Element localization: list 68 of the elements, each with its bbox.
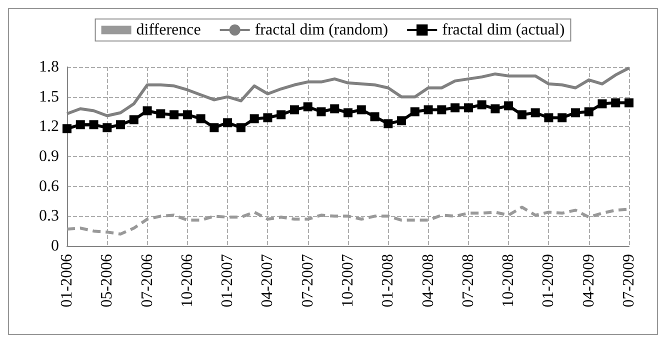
point [129, 115, 138, 124]
y-tick-label: 0.6 [39, 178, 59, 195]
y-tick-label: 1.2 [39, 118, 59, 136]
point [437, 105, 446, 114]
point [316, 107, 326, 116]
point [504, 101, 514, 110]
y-tick-label: 0.9 [39, 148, 59, 165]
point [76, 120, 85, 130]
x-tick-label: 01-2007 [219, 254, 236, 308]
point [356, 105, 366, 114]
x-tick-label: 01-2009 [540, 254, 558, 308]
x-tick-label: 01-2006 [58, 254, 76, 308]
x-tick-label: 10-2007 [340, 254, 356, 308]
x-tick-label: 10-2006 [178, 254, 196, 308]
point [624, 98, 634, 108]
point [142, 106, 152, 116]
point [236, 123, 246, 132]
point [250, 114, 259, 124]
point [477, 100, 486, 110]
legend-label: fractal dim (actual) [442, 22, 565, 38]
point [570, 108, 580, 118]
point [196, 114, 206, 124]
point [410, 107, 420, 116]
point [116, 120, 126, 130]
point [517, 110, 526, 120]
point [370, 112, 380, 122]
y-tick-label: 1.8 [39, 58, 59, 76]
x-tick-label: 07-2006 [138, 254, 156, 308]
point [89, 120, 98, 130]
point [464, 103, 473, 112]
point [156, 109, 166, 118]
point [170, 110, 179, 120]
point [330, 104, 340, 114]
point [584, 107, 594, 116]
point [62, 124, 72, 134]
point [598, 99, 607, 108]
point [424, 105, 433, 114]
point [210, 123, 219, 132]
point [490, 104, 500, 114]
point [344, 108, 352, 118]
point [276, 110, 286, 120]
legend-label: fractal dim (random) [254, 22, 388, 38]
point [544, 113, 554, 122]
point [182, 110, 192, 120]
point [384, 119, 393, 128]
x-tick-label: 04-2007 [259, 254, 276, 308]
x-tick-label: 07-2009 [620, 254, 638, 308]
point [303, 102, 312, 112]
point [611, 98, 620, 108]
point [558, 113, 567, 122]
y-tick-label: 1.5 [39, 88, 59, 106]
x-tick-label: 05-2006 [98, 254, 116, 308]
x-tick-label: 10-2008 [500, 254, 518, 308]
point [223, 118, 232, 128]
x-tick-label: 07-2008 [460, 254, 477, 308]
legend-label: difference [136, 22, 201, 38]
y-tick-label: 0.3 [39, 208, 59, 225]
x-tick-label: 04-2008 [420, 254, 437, 308]
x-tick-label: 01-2008 [380, 254, 397, 308]
point [290, 105, 299, 114]
x-tick-label: 07-2007 [299, 254, 316, 308]
point [450, 103, 460, 112]
point [397, 116, 406, 126]
y-tick-label: 0 [51, 238, 59, 254]
point [102, 123, 112, 132]
x-tick-label: 04-2009 [580, 254, 598, 308]
point [530, 108, 540, 118]
point [263, 113, 272, 122]
